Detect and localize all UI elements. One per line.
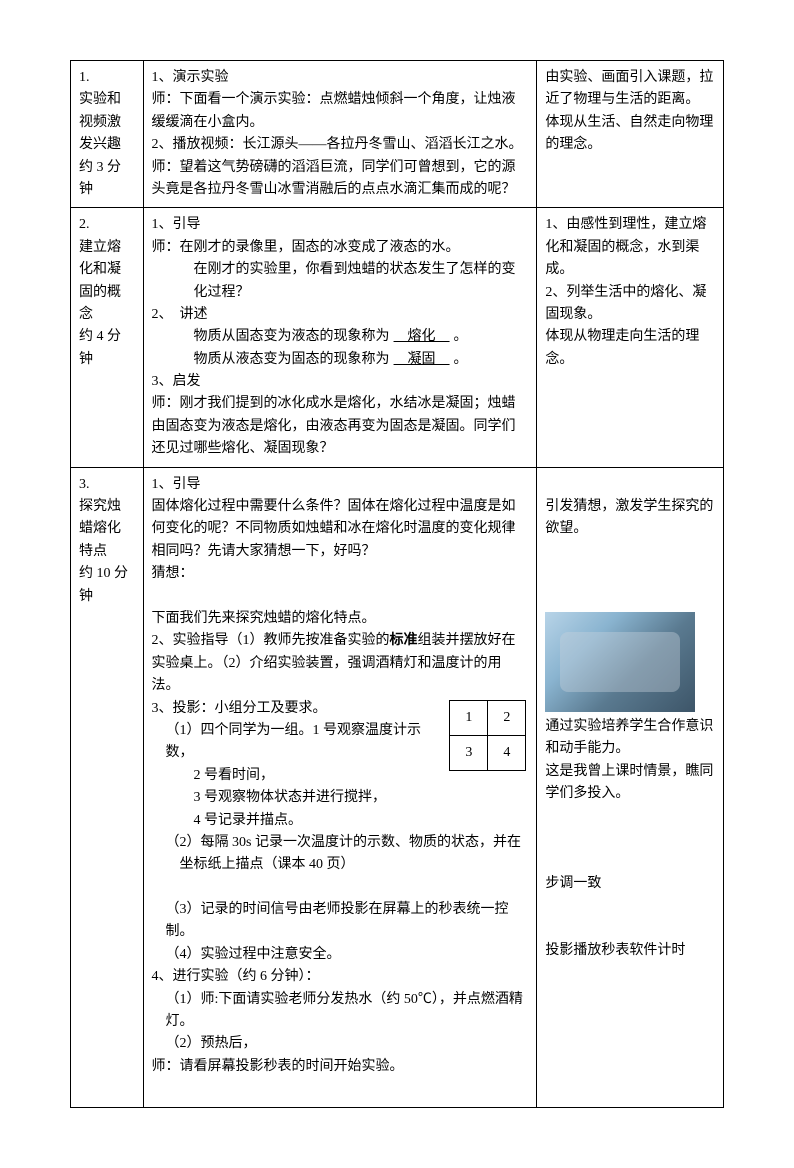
lesson-plan-table: 1. 实验和视频激发兴趣 约 3 分钟 1、演示实验 师：下面看一个演示实验：点… (70, 60, 724, 1108)
stage-label: 3. 探究烛蜡熔化特点 约 10 分钟 (71, 467, 144, 1107)
note-line: 2、列举生活中的熔化、凝固现象。 (545, 282, 715, 327)
stage-label: 2. 建立熔化和凝固的概念 约 4 分钟 (71, 208, 144, 467)
note-line (545, 474, 715, 496)
content-line: 在刚才的实验里，你看到烛蜡的状态发生了怎样的变化过程？ (152, 259, 529, 304)
content-line (152, 877, 529, 899)
content-line: 师：刚才我们提到的冰化成水是熔化，水结冰是凝固；烛蜡由固态变为液态是熔化，由液态… (152, 393, 529, 460)
note-cell: 由实验、画面引入课题，拉近了物理与生活的距离。 体现从生活、自然走向物理的理念。 (537, 61, 724, 208)
content-line: 师：请看屏幕投影秒表的时间开始实验。 (152, 1056, 529, 1078)
note-line: 1、由感性到理性，建立熔化和凝固的概念，水到渠成。 (545, 214, 715, 281)
note-line (545, 850, 715, 872)
grid-cell: 4 (488, 735, 526, 770)
note-line: 步调一致 (545, 873, 715, 895)
note-line: 引发猜想，激发学生探究的欲望。 (545, 496, 715, 541)
classroom-photo (545, 612, 695, 712)
bold-text: 标准 (390, 633, 418, 648)
grid-cell: 2 (488, 700, 526, 735)
fill-pre: 物质从固态变为液态的现象称为 (194, 329, 390, 344)
content-line: 师：望着这气势磅礴的滔滔巨流，同学们可曾想到，它的源头竟是各拉丹冬雪山冰雪消融后… (152, 157, 529, 202)
note-line (545, 918, 715, 940)
fill-blank: 熔化 (390, 329, 454, 344)
content-line: 固体熔化过程中需要什么条件？固体在熔化过程中温度是如何变化的呢？不同物质如烛蜡和… (152, 496, 529, 563)
content-line: 2、实验指导（1）教师先按准备实验的标准组装并摆放好在实验桌上。（2）介绍实验装… (152, 630, 529, 697)
label-text: 1. 实验和视频激发兴趣 约 3 分钟 (79, 70, 121, 197)
note-italic: 体现从物理走向生活的理念。 (545, 326, 715, 371)
content-line: 1、演示实验 (152, 67, 529, 89)
fill-pre: 物质从液态变为固态的现象称为 (194, 352, 390, 367)
text: 2、实验指导（1）教师先按准备实验的 (152, 633, 390, 648)
note-cell: 引发猜想，激发学生探究的欲望。 通过实验培养学生合作意识和动手能力。 这是我曾上… (537, 467, 724, 1107)
label-text: 2. 建立熔化和凝固的概念 约 4 分钟 (79, 217, 121, 366)
content-line: 3 号观察物体状态并进行搅拌， (152, 787, 529, 809)
content-line: 2、 讲述 (152, 304, 529, 326)
fill-line: 物质从固态变为液态的现象称为 熔化 。 (152, 326, 529, 348)
note-italic: 通过实验培养学生合作意识和动手能力。 (545, 716, 715, 761)
group-grid: 12 34 (449, 700, 526, 772)
note-line (545, 895, 715, 917)
grid-cell: 1 (450, 700, 488, 735)
grid-section: 12 34 3、投影：小组分工及要求。 （1）四个同学为一组。1 号观察温度计示… (152, 698, 529, 832)
table-row: 1. 实验和视频激发兴趣 约 3 分钟 1、演示实验 师：下面看一个演示实验：点… (71, 61, 724, 208)
fill-post: 。 (454, 329, 468, 344)
fill-post: 。 (454, 352, 468, 367)
content-line: 猜想： (152, 563, 529, 585)
content-cell: 1、引导 固体熔化过程中需要什么条件？固体在熔化过程中温度是如何变化的呢？不同物… (143, 467, 537, 1107)
fill-line: 物质从液态变为固态的现象称为 凝固 。 (152, 349, 529, 371)
content-line: 师：下面看一个演示实验：点燃蜡烛倾斜一个角度，让烛液缓缓滴在小盒内。 (152, 89, 529, 134)
note-line: 投影播放秒表软件计时 (545, 940, 715, 962)
note-line: 由实验、画面引入课题，拉近了物理与生活的距离。 (545, 67, 715, 112)
stage-label: 1. 实验和视频激发兴趣 约 3 分钟 (71, 61, 144, 208)
content-cell: 1、引导 师：在刚才的录像里，固态的冰变成了液态的水。 在刚才的实验里，你看到烛… (143, 208, 537, 467)
content-line (152, 1078, 529, 1100)
content-line: （3）记录的时间信号由老师投影在屏幕上的秒表统一控制。 (152, 899, 529, 944)
content-line: （4）实验过程中注意安全。 (152, 944, 529, 966)
label-text: 3. 探究烛蜡熔化特点 约 10 分钟 (79, 477, 128, 604)
content-line: 1、引导 (152, 214, 529, 236)
content-line: 4 号记录并描点。 (152, 810, 529, 832)
content-line: 师：在刚才的录像里，固态的冰变成了液态的水。 (152, 237, 529, 259)
note-line (545, 586, 715, 608)
note-cell: 1、由感性到理性，建立熔化和凝固的概念，水到渠成。 2、列举生活中的熔化、凝固现… (537, 208, 724, 467)
note-italic: 体现从生活、自然走向物理的理念。 (545, 112, 715, 157)
note-line (545, 541, 715, 563)
grid-cell: 3 (450, 735, 488, 770)
fill-blank: 凝固 (390, 352, 454, 367)
content-line (152, 586, 529, 608)
table-row: 2. 建立熔化和凝固的概念 约 4 分钟 1、引导 师：在刚才的录像里，固态的冰… (71, 208, 724, 467)
content-cell: 1、演示实验 师：下面看一个演示实验：点燃蜡烛倾斜一个角度，让烛液缓缓滴在小盒内… (143, 61, 537, 208)
content-line: （1）师:下面请实验老师分发热水（约 50℃），并点燃酒精灯。 (152, 989, 529, 1034)
note-line: 这是我曾上课时情景，瞧同学们多投入。 (545, 761, 715, 806)
content-line: （2）每隔 30s 记录一次温度计的示数、物质的状态，并在坐标纸上描点（课本 4… (166, 832, 529, 877)
content-line: 4、进行实验（约 6 分钟）： (152, 966, 529, 988)
content-line: 下面我们先来探究烛蜡的熔化特点。 (152, 608, 529, 630)
content-line: 1、引导 (152, 474, 529, 496)
content-line: （2）预热后， (152, 1033, 529, 1055)
table-row: 3. 探究烛蜡熔化特点 约 10 分钟 1、引导 固体熔化过程中需要什么条件？固… (71, 467, 724, 1107)
note-line (545, 563, 715, 585)
note-line (545, 828, 715, 850)
content-line: 3、启发 (152, 371, 529, 393)
content-line: 2、播放视频：长江源头——各拉丹冬雪山、滔滔长江之水。 (152, 134, 529, 156)
note-line (545, 806, 715, 828)
